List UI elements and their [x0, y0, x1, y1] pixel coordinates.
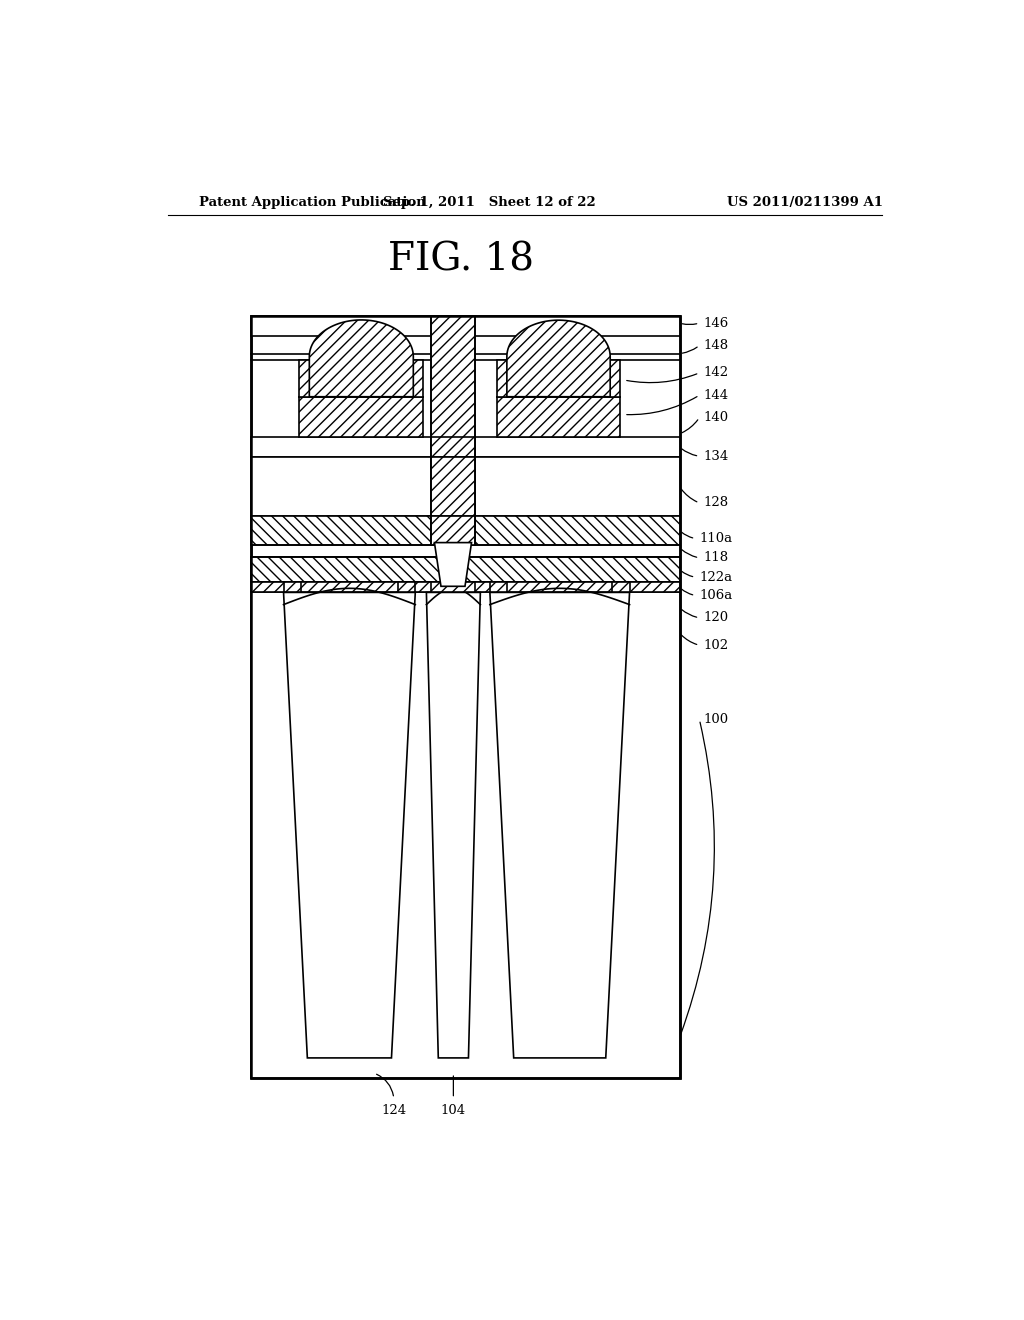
Text: 122a: 122a: [699, 570, 732, 583]
Bar: [465, 557, 680, 582]
Bar: [497, 397, 621, 437]
Text: 110a: 110a: [699, 532, 732, 545]
Bar: [251, 315, 680, 1078]
Bar: [251, 593, 680, 1078]
Text: US 2011/0211399 A1: US 2011/0211399 A1: [727, 195, 883, 209]
Text: 142: 142: [703, 367, 728, 379]
Bar: [431, 315, 475, 545]
Text: 102: 102: [703, 639, 728, 652]
Polygon shape: [489, 593, 630, 1057]
Bar: [431, 516, 475, 545]
Polygon shape: [309, 319, 414, 397]
Bar: [251, 582, 680, 593]
Bar: [251, 437, 680, 457]
Text: 120: 120: [703, 611, 728, 624]
Bar: [299, 397, 423, 437]
Text: 106a: 106a: [699, 589, 732, 602]
Bar: [284, 582, 301, 593]
Text: 100: 100: [703, 713, 728, 726]
Bar: [397, 582, 416, 593]
Text: 146: 146: [703, 317, 729, 330]
Bar: [251, 457, 680, 516]
Polygon shape: [434, 543, 471, 586]
Bar: [251, 315, 680, 337]
Bar: [612, 582, 630, 593]
Bar: [489, 582, 507, 593]
Text: Patent Application Publication: Patent Application Publication: [200, 195, 426, 209]
Bar: [431, 457, 475, 516]
Text: Sep. 1, 2011   Sheet 12 of 22: Sep. 1, 2011 Sheet 12 of 22: [383, 195, 596, 209]
Text: 144: 144: [703, 388, 728, 401]
Bar: [299, 359, 423, 397]
Text: 134: 134: [703, 450, 729, 463]
Polygon shape: [426, 593, 480, 1057]
Bar: [497, 359, 621, 397]
Text: 140: 140: [703, 411, 728, 424]
Text: FIG. 18: FIG. 18: [388, 242, 535, 279]
Bar: [251, 315, 680, 1078]
Text: 148: 148: [703, 339, 728, 352]
Text: 118: 118: [703, 552, 728, 565]
Bar: [431, 437, 475, 457]
Text: 124: 124: [381, 1105, 407, 1117]
Polygon shape: [284, 593, 416, 1057]
Bar: [251, 516, 680, 545]
Text: 104: 104: [440, 1105, 466, 1117]
Text: 128: 128: [703, 496, 728, 510]
Polygon shape: [507, 321, 610, 397]
Bar: [431, 582, 475, 593]
Bar: [251, 557, 441, 582]
